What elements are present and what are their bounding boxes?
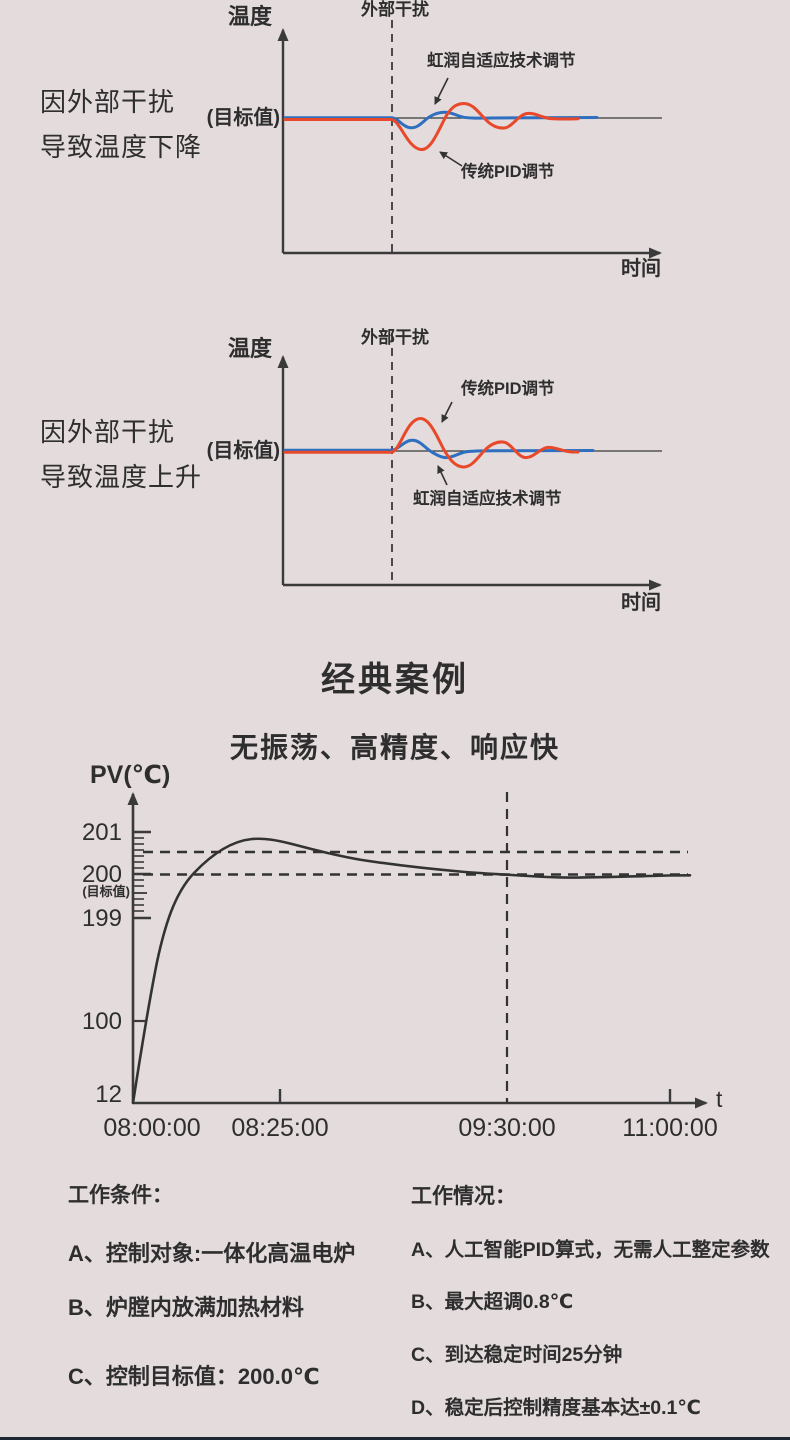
pv-x-axis-label: t	[716, 1086, 723, 1112]
chart1-caption-line1: 因外部干扰	[40, 87, 176, 117]
chart2-pid-arrow	[441, 401, 453, 423]
chart2-pid-series-label: 传统PID调节	[461, 380, 555, 398]
chart2-pid-curve	[283, 417, 580, 469]
case-section-title: 经典案例	[321, 661, 469, 699]
chart1-target-label: (目标值)	[206, 107, 280, 129]
chart2-adaptive-series-label: 虹润自适应技术调节	[413, 490, 562, 508]
pv-tick-201: 201	[81, 819, 122, 846]
pv-y-ruler-ticks	[133, 830, 151, 1023]
chart2-disturbance-label: 外部干扰	[361, 328, 429, 347]
chart2-adaptive-curve	[283, 438, 595, 460]
chart2-y-axis-label: 温度	[228, 336, 273, 361]
conditions-item: C、控制目标值：200.0℃	[68, 1364, 320, 1389]
results-item: B、最大超调0.8℃	[411, 1291, 574, 1313]
chart2-adaptive-arrow	[437, 465, 448, 486]
chart2-target-label: (目标值)	[206, 440, 280, 462]
chart2-caption-line1: 因外部干扰	[40, 417, 176, 447]
pv-target-label: (目标值)	[82, 884, 130, 899]
pv-tick-100: 100	[81, 1008, 122, 1035]
chart2-graphics	[277, 334, 662, 591]
pv-x-tick-label-080000: 08:00:00	[103, 1114, 201, 1142]
pv-curve	[131, 837, 692, 1105]
results-item: C、到达稳定时间25分钟	[411, 1344, 623, 1366]
chart1-adaptive-curve	[283, 110, 599, 130]
chart1-disturbance-label: 外部干扰	[361, 0, 429, 19]
chart2-x-axis-label: 时间	[621, 592, 661, 614]
chart1-caption-line2: 导致温度下降	[40, 132, 203, 162]
chart1-pid-curve	[283, 101, 580, 151]
pv-tick-12: 12	[95, 1081, 122, 1108]
results-item: D、稳定后控制精度基本达±0.1℃	[411, 1397, 702, 1419]
chart1-y-axis-label: 温度	[228, 4, 273, 29]
footer-bar	[0, 1437, 790, 1440]
results-title: 工作情况：	[411, 1185, 516, 1208]
pv-x-tick-label-110000: 11:00:00	[622, 1114, 718, 1142]
chart1-pid-arrow	[439, 151, 463, 167]
chart1-pid-series-label: 传统PID调节	[461, 163, 555, 181]
pv-chart-graphics	[127, 792, 708, 1109]
conditions-item: B、炉膛内放满加热材料	[68, 1295, 304, 1320]
pv-y-axis-label: PV(℃)	[90, 761, 171, 789]
results-item: A、人工智能PID算式，无需人工整定参数	[411, 1239, 770, 1261]
pv-x-tick-label-093000: 09:30:00	[458, 1114, 556, 1142]
chart1-adaptive-arrow	[434, 77, 449, 105]
pv-x-tick-label-082500: 08:25:00	[231, 1114, 329, 1142]
case-section-subtitle: 无振荡、高精度、响应快	[229, 732, 560, 763]
pv-tick-200: 200	[81, 861, 122, 888]
chart2-caption-line2: 导致温度上升	[40, 462, 203, 492]
chart1-adaptive-series-label: 虹润自适应技术调节	[427, 52, 576, 70]
conditions-title: 工作条件：	[68, 1184, 173, 1207]
chart1-x-axis-label: 时间	[621, 258, 661, 280]
conditions-item: A、控制对象:一体化高温电炉	[68, 1241, 356, 1266]
pv-tick-199: 199	[81, 905, 122, 932]
chart1-graphics	[277, 20, 662, 259]
